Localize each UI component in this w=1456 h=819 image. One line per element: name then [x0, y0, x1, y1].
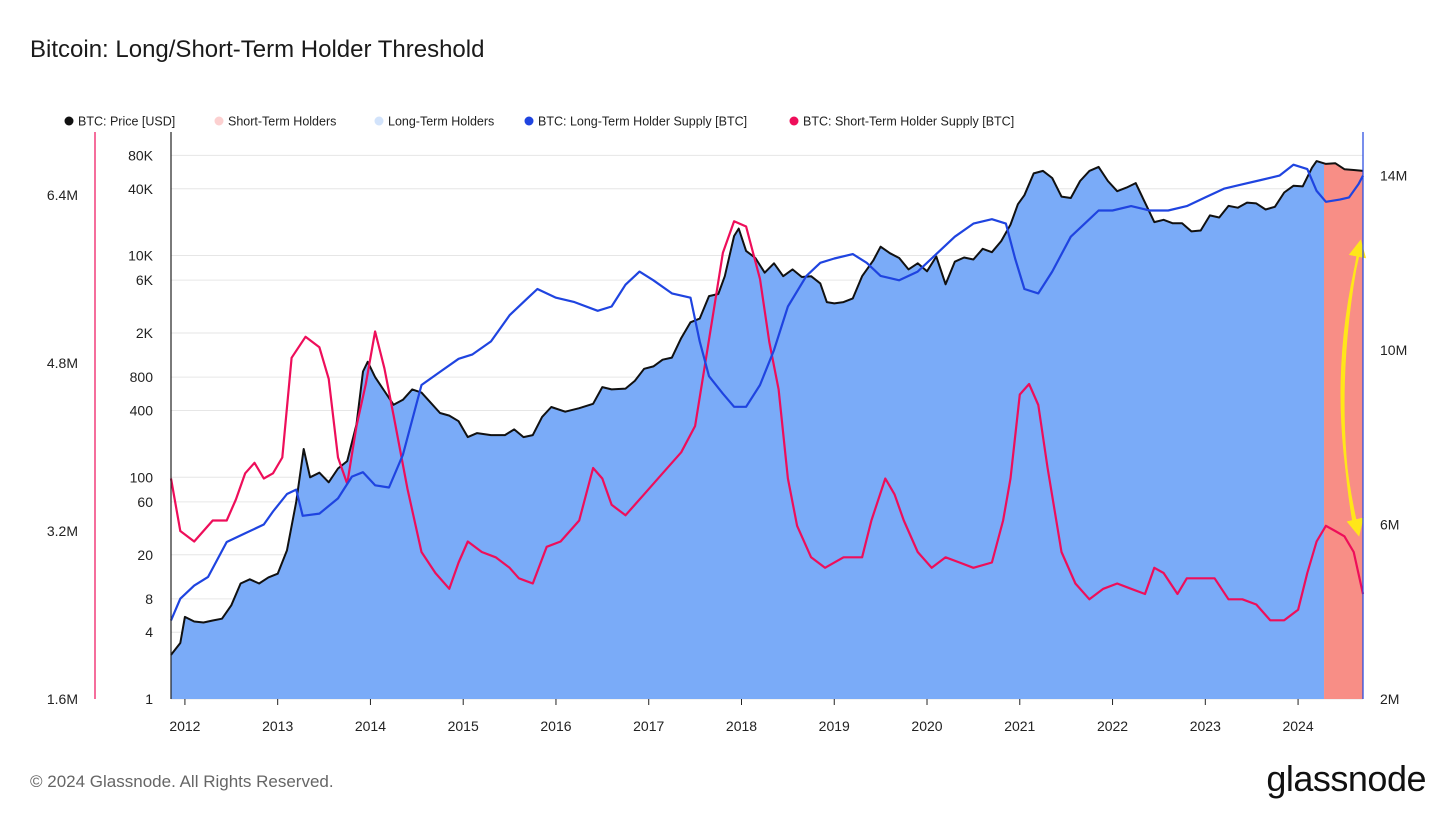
lth-tick-label: 2M	[1380, 691, 1399, 707]
price-tick-label: 40K	[128, 181, 154, 197]
x-tick-label: 2019	[819, 718, 850, 734]
price-tick-label: 400	[130, 403, 154, 419]
x-tick-label: 2023	[1190, 718, 1221, 734]
legend-marker-2	[374, 116, 384, 126]
x-tick-label: 2018	[726, 718, 757, 734]
x-tick-label: 2013	[262, 718, 293, 734]
chart-title: Bitcoin: Long/Short-Term Holder Threshol…	[30, 36, 485, 63]
legend-label-0: BTC: Price [USD]	[78, 115, 175, 129]
price-tick-label: 60	[137, 494, 153, 510]
lth-supply-line	[169, 163, 1364, 621]
sth-supply-line	[169, 220, 1365, 622]
price-tick-label: 10K	[128, 248, 154, 264]
x-tick-label: 2012	[169, 718, 200, 734]
x-tick-label: 2022	[1097, 718, 1128, 734]
legend-label-4: BTC: Short-Term Holder Supply [BTC]	[803, 115, 1014, 129]
legend-label-2: Long-Term Holders	[388, 115, 494, 129]
x-tick-label: 2014	[355, 718, 386, 734]
price-tick-label: 100	[130, 469, 154, 485]
lth-tick-label: 6M	[1380, 517, 1399, 533]
legend: BTC: Price [USD] Short-Term Holders Long-T…	[64, 115, 1014, 129]
legend-label-1: Short-Term Holders	[228, 115, 336, 129]
legend-marker-3	[524, 116, 534, 126]
price-tick-label: 4	[145, 624, 153, 640]
sth-tick-label: 4.8M	[47, 355, 78, 371]
legend-label-3: BTC: Long-Term Holder Supply [BTC]	[538, 115, 747, 129]
sth-tick-label: 1.6M	[47, 691, 78, 707]
x-tick-label: 2021	[1004, 718, 1035, 734]
x-tick-label: 2015	[448, 718, 479, 734]
price-tick-label: 2K	[136, 325, 154, 341]
legend-marker-0	[64, 116, 74, 126]
lth-tick-label: 10M	[1380, 342, 1407, 358]
price-tick-label: 80K	[128, 147, 154, 163]
lth-tick-label: 14M	[1380, 168, 1407, 184]
annotation-arrow-up	[1342, 239, 1367, 521]
legend-marker-4	[789, 116, 799, 126]
price-tick-label: 6K	[136, 272, 154, 288]
price-tick-label: 800	[130, 369, 154, 385]
lth-regime-fill	[171, 161, 1325, 700]
x-tick-label: 2024	[1282, 718, 1313, 734]
legend-marker-1	[214, 116, 224, 126]
copyright-text: © 2024 Glassnode. All Rights Reserved.	[30, 772, 334, 791]
plot-area	[169, 154, 1367, 700]
price-tick-label: 20	[137, 547, 153, 563]
x-tick-label: 2020	[911, 718, 942, 734]
glassnode-logo: glassnode	[1266, 758, 1426, 799]
x-tick-label: 2016	[540, 718, 571, 734]
sth-tick-label: 3.2M	[47, 523, 78, 539]
price-tick-label: 8	[145, 591, 153, 607]
axes: 1 4 8 20 60 100 400 800 2K 6K 10K 40K 80K 1.6M 3.2M 4.8…	[47, 132, 1407, 734]
price-line	[170, 160, 1364, 656]
price-tick-label: 1	[145, 691, 153, 707]
x-tick-label: 2017	[633, 718, 664, 734]
sth-tick-label: 6.4M	[47, 187, 78, 203]
